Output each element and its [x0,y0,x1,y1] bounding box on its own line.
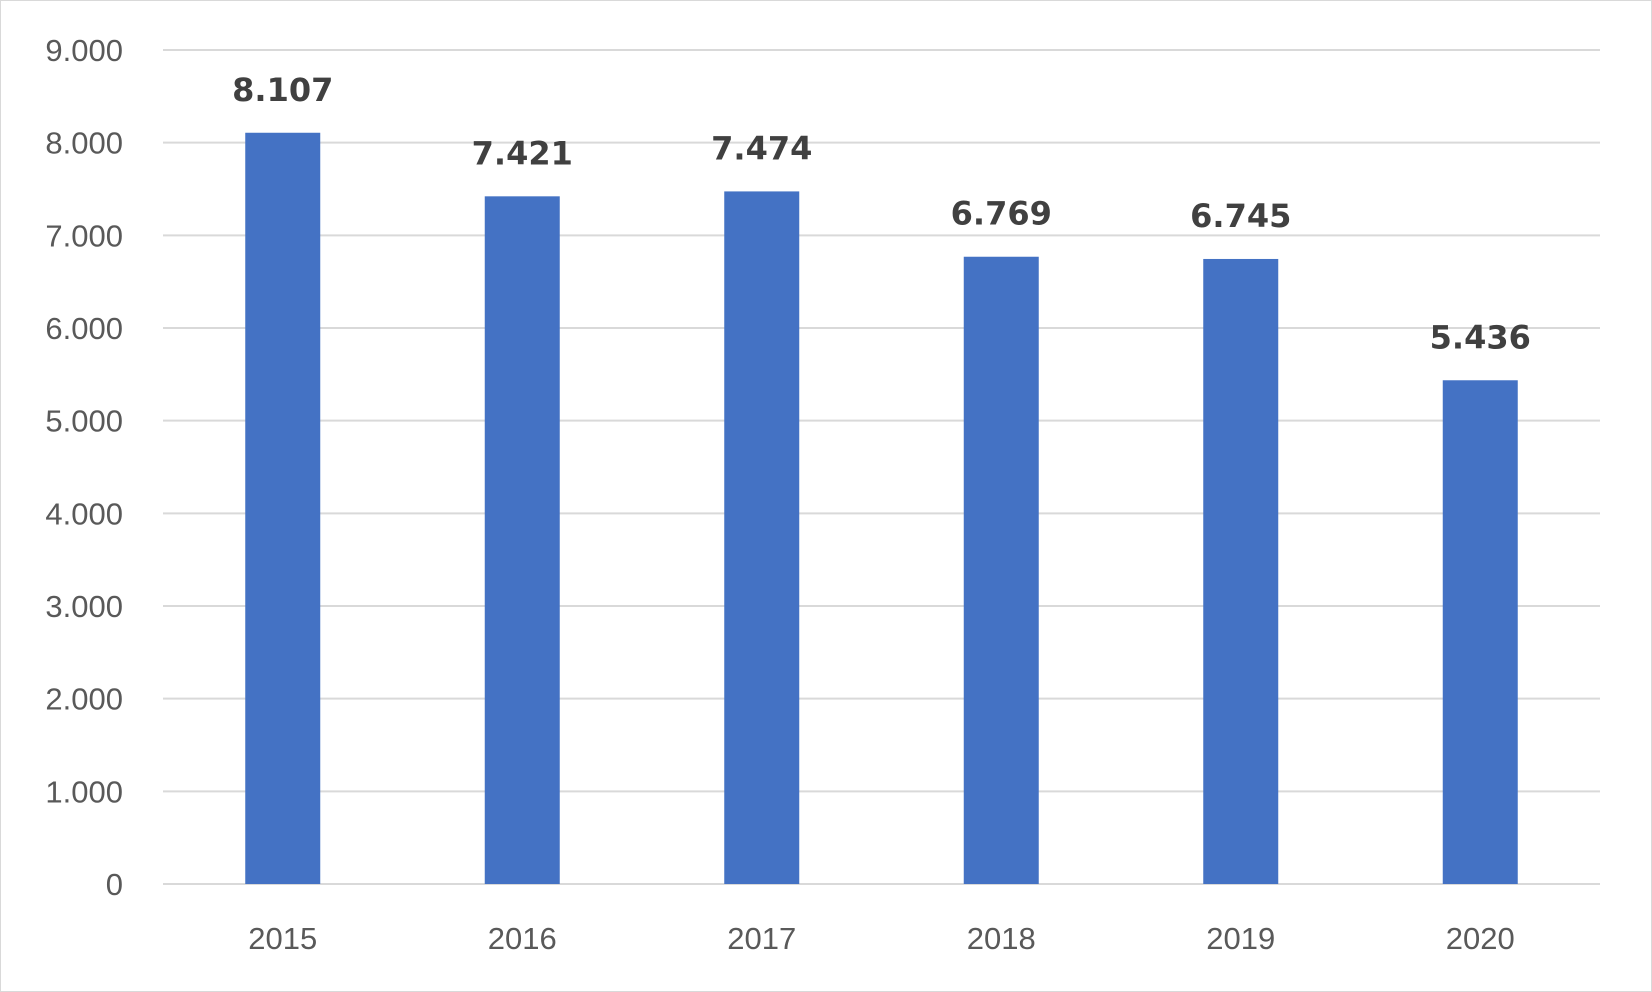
x-tick-label: 2015 [248,921,317,956]
bar-2019 [1203,258,1279,884]
y-tick-label: 4.000 [45,496,123,531]
y-tick-label: 0 [106,867,123,902]
x-tick-label: 2017 [727,921,796,956]
x-tick-label: 2016 [488,921,557,956]
data-label-2020: 5.436 [1430,318,1531,356]
y-tick-label: 6.000 [45,311,123,346]
bar-2015 [245,132,321,884]
x-tick-label: 2020 [1446,921,1515,956]
y-tick-label: 7.000 [45,218,123,253]
bar-2017 [724,191,800,885]
y-tick-label: 1.000 [45,774,123,809]
bar-2020 [1442,380,1518,884]
y-tick-label: 2.000 [45,682,123,717]
y-tick-label: 9.000 [45,33,123,68]
data-labels: 8.107 7.421 7.474 6.769 6.745 5.436 [232,71,1531,357]
bar-2016 [484,196,560,884]
x-axis-ticks: 2015 2016 2017 2018 2019 2020 [248,921,1514,956]
y-tick-label: 8.000 [45,126,123,161]
data-label-2018: 6.769 [951,195,1052,233]
y-tick-label: 5.000 [45,404,123,439]
bars [245,132,1518,885]
gridlines [163,49,1600,885]
x-tick-label: 2019 [1206,921,1275,956]
data-label-2016: 7.421 [472,134,573,172]
x-tick-label: 2018 [967,921,1036,956]
y-tick-label: 3.000 [45,589,123,624]
data-label-2019: 6.745 [1190,197,1291,235]
data-label-2017: 7.474 [711,129,812,167]
bar-2018 [963,256,1039,884]
y-axis-ticks: 0 1.000 2.000 3.000 4.000 5.000 6.000 7.000 8.00… [45,33,123,902]
data-label-2015: 8.107 [232,71,333,109]
